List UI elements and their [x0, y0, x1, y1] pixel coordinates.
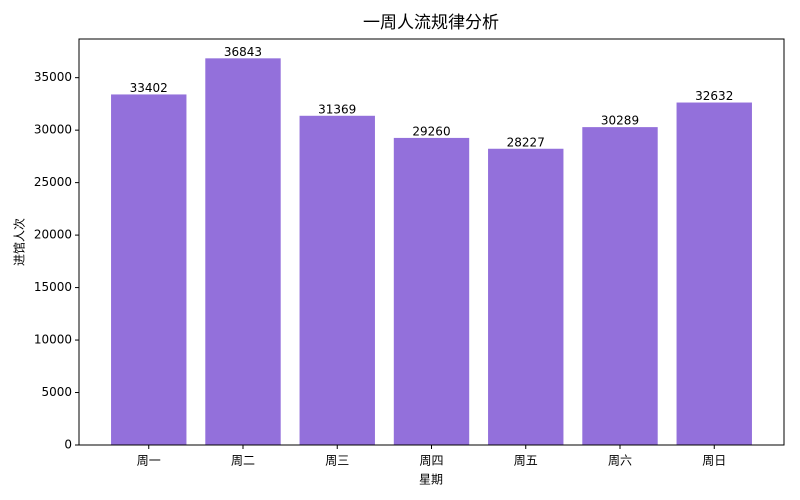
- data-label: 28227: [507, 135, 545, 149]
- bar: [205, 58, 281, 445]
- x-tick-label: 周二: [231, 454, 255, 468]
- y-tick-label: 15000: [34, 280, 72, 294]
- y-tick-label: 0: [64, 438, 72, 452]
- plot-frame: [78, 38, 785, 446]
- bar: [676, 102, 752, 446]
- chart-title: 一周人流规律分析: [363, 13, 499, 33]
- data-label: 31369: [318, 102, 356, 116]
- y-tick-label: 10000: [34, 333, 72, 347]
- bar: [488, 148, 564, 445]
- data-label: 29260: [412, 124, 450, 138]
- x-axis-label: 星期: [419, 473, 443, 487]
- y-tick-label: 25000: [34, 175, 72, 189]
- x-tick-label: 周四: [419, 454, 443, 468]
- x-tick-label: 周六: [608, 454, 632, 468]
- x-tick-label: 周日: [702, 454, 726, 468]
- y-tick-label: 30000: [34, 123, 72, 137]
- y-tick-label: 5000: [41, 385, 72, 399]
- bar: [111, 94, 187, 445]
- x-tick-label: 周三: [325, 454, 349, 468]
- data-label: 33402: [130, 81, 168, 95]
- y-tick-label: 35000: [34, 70, 72, 84]
- data-label: 32632: [695, 89, 733, 103]
- bar: [582, 127, 658, 446]
- x-tick-label: 周五: [514, 454, 538, 468]
- x-tick-label: 周一: [137, 454, 161, 468]
- data-label: 36843: [224, 45, 262, 59]
- data-label: 30289: [601, 114, 639, 128]
- y-axis-label: 进馆人次: [12, 218, 27, 266]
- y-tick-label: 20000: [34, 228, 72, 242]
- bar: [393, 137, 470, 446]
- bar: [299, 115, 375, 446]
